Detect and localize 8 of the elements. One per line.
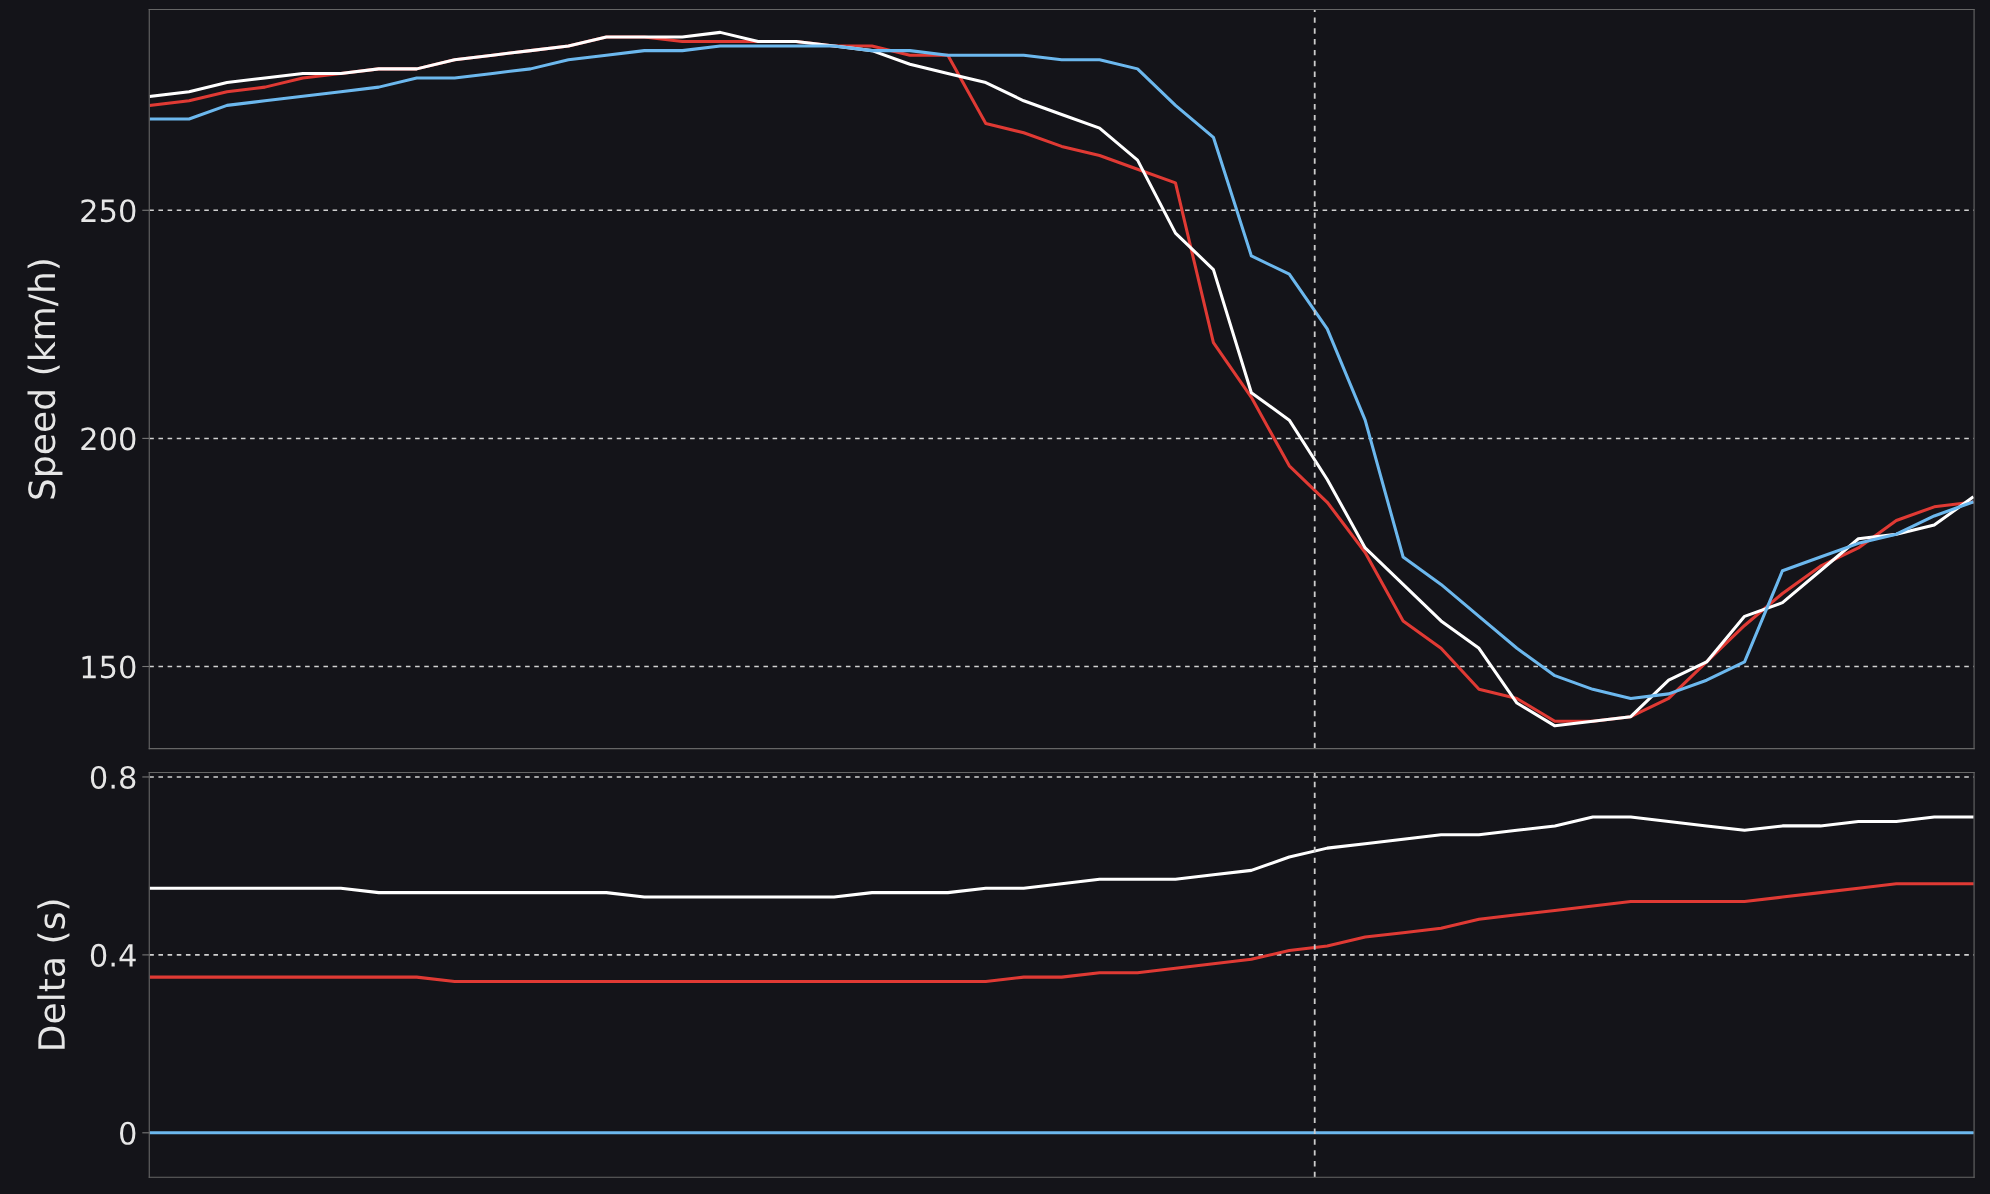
y-tick-label: 250: [81, 199, 136, 223]
y-tick-label: 0.8: [90, 765, 136, 790]
y-tick-label: 0: [120, 1121, 136, 1145]
y-axis-title: Speed (km/h): [27, 260, 63, 499]
y-tick-label: 150: [82, 655, 136, 679]
y-axis-title: Delta (s): [37, 900, 70, 1049]
y-tick-label: 0.4: [90, 943, 136, 967]
y-tick-label: 200: [81, 427, 136, 451]
